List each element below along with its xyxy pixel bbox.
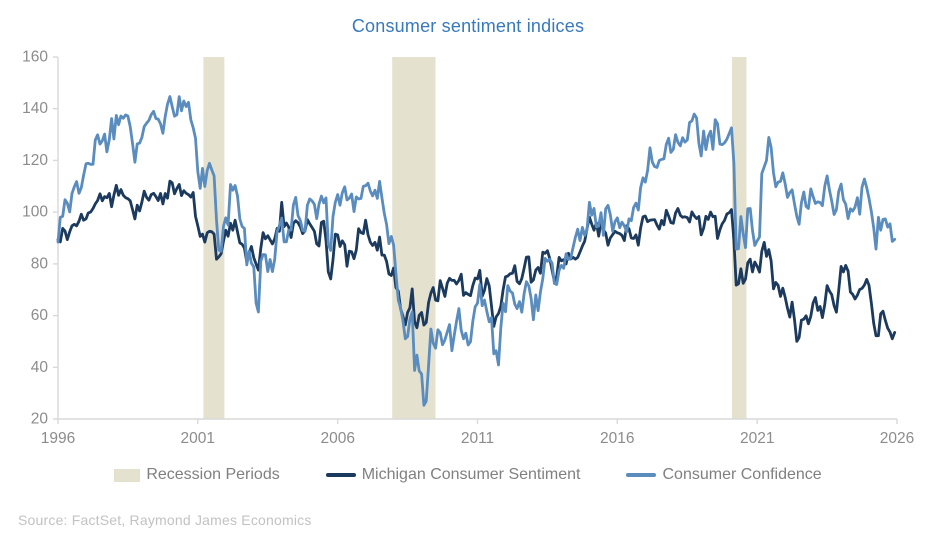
- chart-title: Consumer sentiment indices: [351, 16, 585, 36]
- x-tick-label: 2026: [880, 430, 914, 447]
- legend-item-michigan-sentiment: Michigan Consumer Sentiment: [325, 466, 581, 484]
- series-line-consumer-confidence: [56, 95, 897, 407]
- michigan-line-swatch: [325, 472, 356, 478]
- legend-item-consumer-confidence: Consumer Confidence: [626, 466, 822, 484]
- y-tick-label: 120: [22, 152, 48, 169]
- legend-label-consumer-confidence: Consumer Confidence: [662, 466, 822, 483]
- series-line-michigan-consumer-sentiment: [56, 179, 897, 343]
- x-tick-label: 2011: [461, 430, 494, 447]
- y-tick-label: 60: [31, 307, 49, 324]
- recession-swatch: [114, 468, 141, 482]
- x-tick-label: 1996: [41, 430, 75, 447]
- y-tick-label: 160: [22, 49, 48, 66]
- legend: Recession Periods Michigan Consumer Sent…: [0, 466, 936, 484]
- confidence-line-swatch: [626, 472, 657, 478]
- y-tick-label: 40: [31, 359, 49, 376]
- legend-item-recession-periods: Recession Periods: [114, 466, 280, 484]
- x-tick-label: 2021: [740, 430, 774, 447]
- legend-label-michigan-sentiment: Michigan Consumer Sentiment: [361, 466, 581, 483]
- source-note: Source: FactSet, Raymond James Economics: [18, 512, 312, 528]
- y-tick-label: 140: [22, 100, 48, 117]
- y-tick-label: 80: [31, 255, 49, 272]
- legend-label-recession-periods: Recession Periods: [146, 466, 280, 483]
- y-tick-label: 20: [31, 411, 49, 428]
- y-tick-label: 100: [22, 204, 48, 221]
- x-tick-label: 2006: [320, 430, 354, 447]
- x-tick-label: 2016: [600, 430, 634, 447]
- x-tick-label: 2001: [181, 430, 215, 447]
